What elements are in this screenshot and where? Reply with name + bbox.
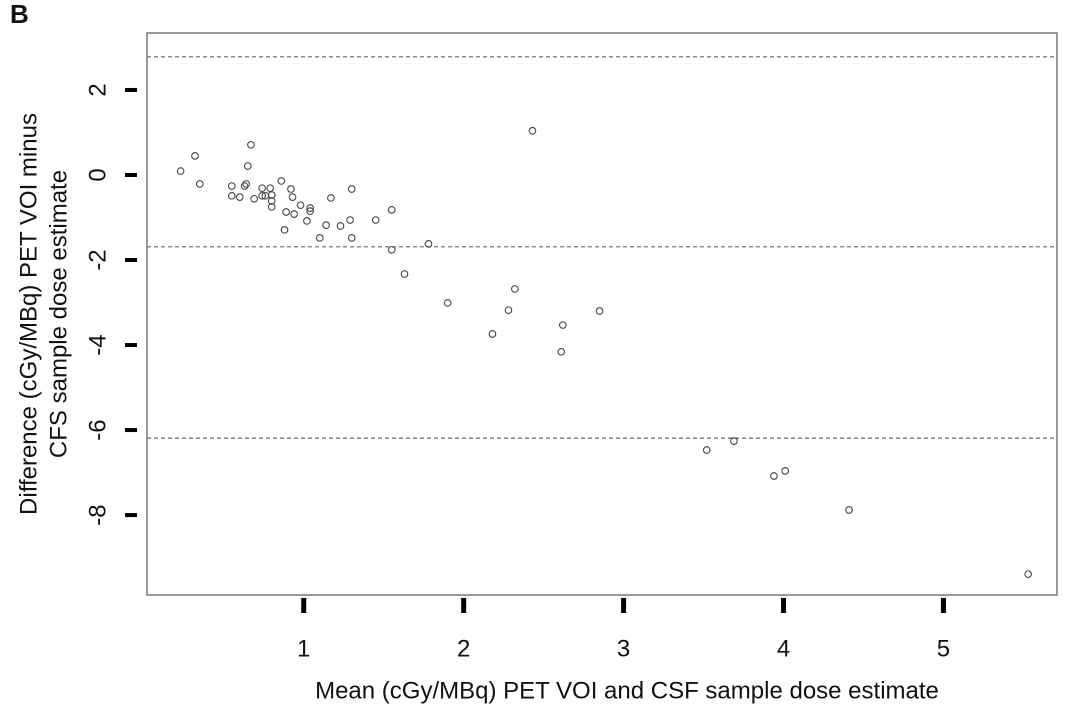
point [290, 210, 298, 218]
x-axis-label: Mean (cGy/MBq) PET VOI and CSF sample do… [315, 677, 939, 704]
point [235, 193, 244, 201]
point [250, 194, 259, 203]
point [322, 221, 330, 230]
point [303, 217, 311, 225]
point [387, 205, 396, 214]
point [176, 167, 185, 176]
point [488, 330, 497, 338]
point [424, 240, 433, 248]
point [327, 194, 335, 202]
point [347, 185, 356, 193]
point [770, 472, 778, 480]
x-tick-label: 4 [777, 635, 790, 662]
point [557, 347, 566, 356]
point [282, 208, 290, 216]
x-tick-label: 1 [297, 635, 310, 662]
point [287, 185, 295, 193]
point [240, 182, 249, 190]
point [280, 225, 289, 234]
point [296, 201, 305, 210]
point [195, 180, 204, 188]
point [1024, 570, 1033, 579]
point [267, 191, 276, 199]
point [336, 222, 345, 230]
point [306, 204, 314, 212]
point [267, 197, 276, 205]
point [243, 162, 252, 170]
point [702, 446, 711, 454]
y-tick-label: 2 [84, 83, 111, 96]
point [306, 207, 314, 215]
point [247, 140, 255, 149]
point [227, 191, 236, 200]
point [400, 270, 409, 278]
y-tick-label: -2 [84, 249, 111, 270]
point [845, 506, 853, 514]
point [558, 321, 567, 329]
point [347, 234, 356, 242]
point [528, 126, 537, 135]
point [315, 234, 324, 242]
y-tick-label: 0 [84, 168, 111, 181]
point [781, 467, 789, 475]
point [277, 177, 286, 185]
point [227, 182, 236, 190]
plot-frame [146, 32, 1058, 596]
point [595, 307, 604, 315]
point [346, 216, 354, 224]
point [267, 203, 276, 211]
x-tick-label: 2 [457, 635, 470, 662]
point [258, 191, 266, 200]
point [242, 180, 251, 188]
point [266, 184, 274, 193]
y-axis-label: CFS sample dose estimate [45, 170, 72, 458]
point [387, 245, 396, 254]
point [443, 299, 452, 307]
point [730, 437, 738, 445]
y-axis-label: Difference (cGy/MBq) PET VOI minus [15, 113, 42, 515]
x-tick-label: 3 [617, 635, 630, 662]
x-tick-label: 5 [937, 635, 950, 662]
point [510, 285, 519, 293]
point [288, 193, 297, 201]
y-tick-label: -8 [84, 504, 111, 525]
y-tick-label: -6 [84, 419, 111, 440]
point [371, 216, 380, 224]
panel-label: B [10, 0, 29, 29]
point [258, 184, 266, 193]
y-tick-label: -4 [84, 334, 111, 355]
point [504, 306, 513, 315]
point [191, 152, 199, 160]
